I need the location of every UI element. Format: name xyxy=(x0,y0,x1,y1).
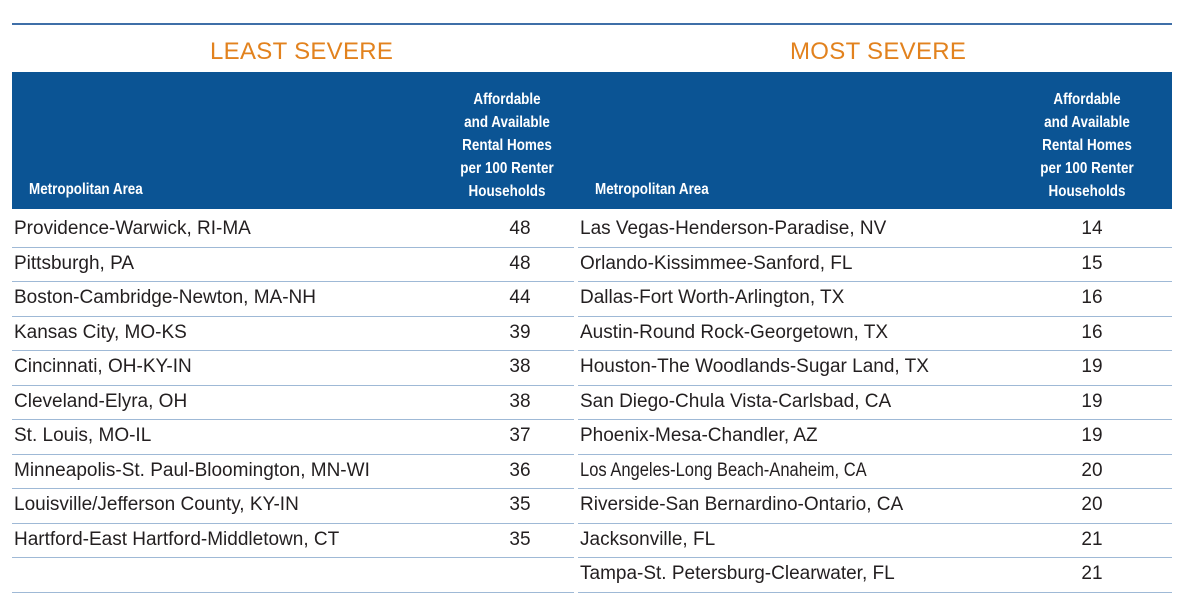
rental-homes-value: 38 xyxy=(509,356,531,377)
rental-homes-value: 37 xyxy=(509,425,531,446)
metro-area-name: Houston-The Woodlands-Sugar Land, TX xyxy=(580,356,929,377)
metro-area-name: Hartford-East Hartford-Middletown, CT xyxy=(14,528,340,550)
metro-area-name: Tampa-St. Petersburg-Clearwater, FL xyxy=(580,563,895,584)
table-row-empty xyxy=(12,558,574,593)
rental-homes-value: 48 xyxy=(509,218,531,239)
table-row: Pittsburgh, PA 48 xyxy=(12,248,574,282)
rental-homes-value: 21 xyxy=(1081,563,1103,584)
table-row: Cincinnati, OH-KY-IN 38 xyxy=(12,351,574,386)
rental-homes-value: 39 xyxy=(509,321,531,343)
table-row: St. Louis, MO-IL 37 xyxy=(12,420,574,455)
table-row: Dallas-Fort Worth-Arlington, TX 16 xyxy=(578,282,1172,317)
rental-homes-value: 16 xyxy=(1081,287,1103,308)
rental-homes-value: 19 xyxy=(1081,390,1103,412)
metro-area-name: Kansas City, MO-KS xyxy=(14,321,187,343)
rental-homes-value: 19 xyxy=(1081,356,1103,377)
rental-homes-value: 20 xyxy=(1081,459,1103,481)
rental-homes-value: 35 xyxy=(509,494,531,515)
metro-area-name: Providence-Warwick, RI-MA xyxy=(14,218,251,239)
metro-area-name: Riverside-San Bernardino-Ontario, CA xyxy=(580,494,904,515)
metro-area-name: San Diego-Chula Vista-Carlsbad, CA xyxy=(580,390,892,412)
table-row: Minneapolis-St. Paul-Bloomington, MN-WI … xyxy=(12,455,574,489)
rental-homes-value: 36 xyxy=(509,459,531,481)
metro-area-name: St. Louis, MO-IL xyxy=(14,425,152,446)
rental-homes-value: 20 xyxy=(1081,494,1103,515)
column-header-metro-area-left: Metropolitan Area xyxy=(29,181,143,198)
rental-homes-value: 44 xyxy=(509,287,531,308)
table-row: San Diego-Chula Vista-Carlsbad, CA 19 xyxy=(578,386,1172,420)
table-row: Riverside-San Bernardino-Ontario, CA 20 xyxy=(578,489,1172,524)
table-row: Austin-Round Rock-Georgetown, TX 16 xyxy=(578,317,1172,351)
least-severe-table: Providence-Warwick, RI-MA 48 Pittsburgh,… xyxy=(12,213,574,593)
metro-area-name: Boston-Cambridge-Newton, MA-NH xyxy=(14,287,316,308)
rental-homes-value: 14 xyxy=(1081,218,1103,239)
column-header-value-left: Affordable and Available Rental Homes pe… xyxy=(460,91,554,200)
metro-area-name: Louisville/Jefferson County, KY-IN xyxy=(14,494,299,515)
rental-homes-value: 16 xyxy=(1081,321,1103,343)
table-row: Cleveland-Elyra, OH 38 xyxy=(12,386,574,420)
metro-area-name: Los Angeles-Long Beach-Anaheim, CA xyxy=(580,459,867,481)
most-severe-table: Las Vegas-Henderson-Paradise, NV 14 Orla… xyxy=(578,213,1172,593)
top-rule xyxy=(12,23,1172,25)
metro-area-name: Minneapolis-St. Paul-Bloomington, MN-WI xyxy=(14,459,370,481)
column-header-metro-area-right: Metropolitan Area xyxy=(595,181,709,198)
metro-area-name: Cleveland-Elyra, OH xyxy=(14,390,188,412)
rental-homes-value: 21 xyxy=(1081,528,1103,550)
table-row: Los Angeles-Long Beach-Anaheim, CA 20 xyxy=(578,455,1172,489)
table-row: Jacksonville, FL 21 xyxy=(578,524,1172,558)
rental-homes-value: 48 xyxy=(509,252,531,274)
column-header-value-right: Affordable and Available Rental Homes pe… xyxy=(1040,91,1134,200)
rental-homes-value: 35 xyxy=(509,528,531,550)
table-row: Las Vegas-Henderson-Paradise, NV 14 xyxy=(578,213,1172,248)
metro-area-name: Dallas-Fort Worth-Arlington, TX xyxy=(580,287,845,308)
table-row: Orlando-Kissimmee-Sanford, FL 15 xyxy=(578,248,1172,282)
metro-area-name: Pittsburgh, PA xyxy=(14,252,135,274)
metro-area-name: Las Vegas-Henderson-Paradise, NV xyxy=(580,218,887,239)
table-row: Houston-The Woodlands-Sugar Land, TX 19 xyxy=(578,351,1172,386)
table-row: Phoenix-Mesa-Chandler, AZ 19 xyxy=(578,420,1172,455)
table-row: Boston-Cambridge-Newton, MA-NH 44 xyxy=(12,282,574,317)
table-row: Tampa-St. Petersburg-Clearwater, FL 21 xyxy=(578,558,1172,593)
metro-area-name: Phoenix-Mesa-Chandler, AZ xyxy=(580,425,818,446)
rental-homes-value: 19 xyxy=(1081,425,1103,446)
least-severe-title: LEAST SEVERE xyxy=(210,38,394,65)
table-header-band xyxy=(12,72,1172,209)
table-row: Kansas City, MO-KS 39 xyxy=(12,317,574,351)
metro-area-name: Orlando-Kissimmee-Sanford, FL xyxy=(580,252,853,274)
table-row: Providence-Warwick, RI-MA 48 xyxy=(12,213,574,248)
metro-area-name: Jacksonville, FL xyxy=(580,528,716,550)
metro-area-name: Austin-Round Rock-Georgetown, TX xyxy=(580,321,889,343)
rental-homes-value: 38 xyxy=(509,390,531,412)
table-row: Louisville/Jefferson County, KY-IN 35 xyxy=(12,489,574,524)
table-row: Hartford-East Hartford-Middletown, CT 35 xyxy=(12,524,574,558)
most-severe-title: MOST SEVERE xyxy=(790,38,967,65)
rental-homes-value: 15 xyxy=(1081,252,1103,274)
metro-area-name: Cincinnati, OH-KY-IN xyxy=(14,356,192,377)
